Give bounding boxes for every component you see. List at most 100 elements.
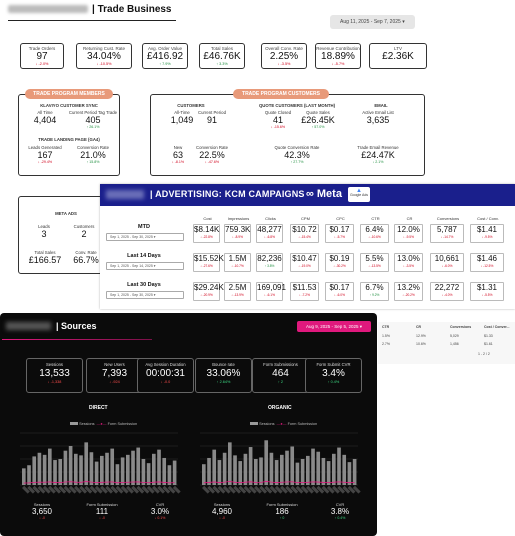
trade-customers-pill: TRADE PROGRAM CUSTOMERS (233, 89, 329, 99)
trade-kpi-card: Trade Orders 97 ↓ -2.0% (20, 43, 64, 69)
kpi-delta: ↑ 7.9% (159, 62, 171, 66)
adv-cell-value: 5,787 (436, 225, 458, 234)
x-tick-label (254, 485, 262, 494)
brand-logo (6, 322, 51, 330)
label: Quote Closed (264, 110, 292, 115)
adv-cell: $0.17 ↓ -5.7% (325, 224, 354, 243)
delta: ↓ 0.1% (154, 516, 166, 520)
x-tick-label (311, 485, 320, 494)
trade-title-text: | Trade Business (92, 4, 172, 15)
source-kpi-card: Bounce rate 33.06% ↑ 2.64% (195, 358, 252, 393)
chart-bar (274, 460, 279, 485)
adv-col-header: CPC (336, 216, 345, 221)
adv-cell: 5,787 ↓ -14.7% (430, 224, 464, 243)
chart-bar (48, 448, 52, 485)
google-ads-label: Google Ads (349, 193, 369, 197)
label: CVR (335, 502, 345, 507)
chart-bar (290, 446, 295, 485)
adv-cell-value: 759.3K (225, 225, 251, 234)
meta-conv-rate: Conv. Rate 66.7% (66, 250, 106, 265)
klaviyo-title: KLAVIYO CUSTOMER SYNC (40, 103, 98, 108)
google-ads-mark: ▲ (356, 188, 362, 194)
x-tick-label (42, 485, 51, 494)
label: CVR (155, 502, 165, 507)
customer-metric-all-time: All-Time 1,049 (158, 110, 206, 125)
x-tick-label (228, 485, 236, 494)
chart-bar (136, 447, 141, 485)
value: 42.3% (284, 150, 310, 160)
trade-date-range[interactable]: Aug 11, 2025 - Sep 7, 2025 ▾ (330, 15, 415, 29)
kpi-delta: ↓ -1,338 (47, 380, 62, 384)
adv-cell-delta: ↓ -8.9% (232, 235, 243, 239)
chart-bar (337, 447, 341, 485)
adv-cell: 12.0% ↓ -9.5% (394, 224, 423, 243)
kpi-delta: ↓ -3.5% (277, 62, 291, 66)
adv-cell-delta: ↓ -3.5% (403, 264, 414, 268)
trade-members-panel (18, 94, 120, 176)
chart-bar (68, 446, 73, 485)
kpi-label: Avg. Order Value (147, 46, 183, 51)
kpi-label: Avg Session Duration (145, 362, 186, 367)
trade-kpi-card: LTV £2.36K (369, 43, 427, 69)
chart-bar (27, 465, 31, 485)
value: 41 (272, 115, 283, 125)
label: Leads (38, 224, 50, 229)
x-tick-label (337, 485, 346, 494)
label: Sessions (213, 502, 231, 507)
delta: ↑ 27.7% (290, 160, 304, 164)
customer-metric-new: New 63 ↓ -8.1% (154, 145, 202, 164)
adv-cell-delta: ↑ 3.8% (264, 264, 275, 268)
meta-logo-icon: ∞ Meta (306, 188, 342, 200)
sources-date-range[interactable]: Aug 9, 2025 - Sep 5, 2025 ▾ (297, 321, 371, 332)
chart-bar (259, 457, 263, 485)
trade-customers-panel (150, 94, 425, 176)
x-tick-label (100, 485, 108, 494)
value: 4,404 (33, 115, 57, 125)
x-tick-label (207, 485, 216, 494)
kpi-value: 97 (36, 51, 48, 62)
adv-row-date-selector[interactable]: Sep 1, 2025 - Sep 30, 2025 ▾ (106, 291, 184, 299)
adv-cell: 82,236 ↑ 3.8% (256, 253, 283, 272)
source-kpi-card: Sessions 13,533 ↓ -1,338 (26, 358, 83, 393)
delta: ↓ -15.6% (270, 125, 286, 129)
google-ads-icon: ▲ Google Ads (348, 187, 370, 202)
adv-col-header: CR (406, 216, 413, 221)
mini-pager[interactable]: 1 - 2 / 2 (478, 352, 490, 356)
adv-col-header: Conversions (436, 216, 460, 221)
value: 66.7% (73, 255, 99, 265)
trade-members-pill: TRADE PROGRAM MEMBERS (25, 89, 113, 99)
adv-col-header: Impressions (227, 216, 250, 221)
adv-cell-delta: ↓ -27.6% (200, 264, 213, 268)
kpi-value: £416.92 (146, 51, 184, 62)
legend-swatch (70, 422, 78, 425)
adv-row-label: Last 14 Days (127, 253, 161, 259)
adv-row-date-selector[interactable]: Sep 1, 2025 - Sep 14, 2025 ▾ (106, 262, 184, 270)
adv-cell-value: 1.5M (228, 254, 247, 263)
members-all-time: All Time 4,404 (20, 110, 70, 125)
adv-cell-delta: ↓ -4.0% (441, 293, 453, 297)
customer-metric-quote-conv: Quote Conversion Rate 42.3% ↑ 27.7% (265, 145, 329, 164)
meta-ads-title: META ADS (55, 211, 77, 216)
adv-cell-delta: ↓ -10.7% (231, 264, 244, 268)
value: 3,650 (31, 507, 53, 516)
kpi-value: 3.4% (322, 368, 345, 379)
delta: ↑ 0 (279, 516, 285, 520)
customers-title: CUSTOMERS (177, 103, 205, 108)
adv-cell-value: $1.46 (476, 254, 498, 263)
kpi-delta: ↓ -924 (109, 380, 120, 384)
adv-cell-delta: ↓ -13.5% (368, 264, 381, 268)
kpi-delta: ↓ -0.0 (160, 380, 171, 384)
delta: ↓ -0 (39, 516, 45, 520)
chart-bar (285, 450, 289, 485)
adv-row-date-selector[interactable]: Sep 1, 2025 - Sep 30, 2025 ▾ (106, 233, 184, 241)
delta: ↓ -0 (99, 516, 105, 520)
x-tick-label (321, 485, 330, 494)
adv-cell-value: $1.41 (476, 225, 498, 234)
mini-cell: $1.33 (484, 334, 493, 338)
x-tick-label (22, 485, 30, 494)
adv-cell-value: 6.7% (365, 283, 384, 292)
trade-kpi-card: Total Sales £46.76K ↑ 3.3% (199, 43, 245, 69)
label: Leads Generated (28, 145, 62, 150)
kpi-label: Revenue Contribution (316, 46, 360, 51)
chart-bar (316, 451, 321, 485)
